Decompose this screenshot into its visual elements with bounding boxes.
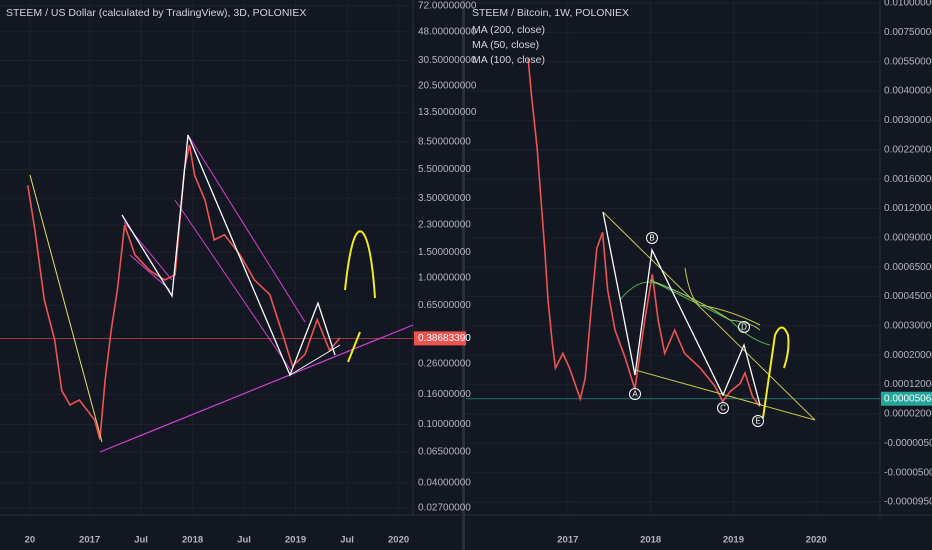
y-tick-label: 5.50000000 xyxy=(418,164,471,175)
price-label: 0.00005064 xyxy=(884,393,932,404)
y-tick-label: 1.00000000 xyxy=(418,273,471,284)
y-tick-label: 0.00400000 xyxy=(884,86,932,97)
chart-title: STEEM / US Dollar (calculated by Trading… xyxy=(6,7,306,19)
x-tick-label: Jul xyxy=(134,535,148,546)
y-tick-label: 48.00000000 xyxy=(418,26,477,37)
x-tick-label: 2019 xyxy=(723,535,744,546)
left-drawings xyxy=(29,134,414,453)
panel-divider xyxy=(462,0,465,550)
y-tick-label: 0.00065000 xyxy=(884,262,932,273)
y-tick-label: 0.00160000 xyxy=(884,174,932,185)
y-tick-label: 0.00020000 xyxy=(884,350,932,361)
y-tick-label: 0.06500000 xyxy=(418,447,471,458)
chart-title: STEEM / Bitcoin, 1W, POLONIEX xyxy=(472,7,629,19)
annotation: A xyxy=(632,390,638,399)
annotation: E xyxy=(755,417,760,426)
x-tick-label: Jul xyxy=(237,535,251,546)
x-tick-label: 2020 xyxy=(806,535,827,546)
y-tick-label: 30.50000000 xyxy=(418,55,477,66)
y-tick-label: 0.00750000 xyxy=(884,27,932,38)
y-tick-label: -0.00000500 xyxy=(884,438,932,449)
y-tick-label: 0.00090000 xyxy=(884,232,932,243)
y-tick-label: 0.01000000 xyxy=(884,0,932,9)
y-tick-label: -0.00005000 xyxy=(884,467,932,478)
x-tick-label: 2017 xyxy=(79,535,100,546)
price-label-box xyxy=(881,391,932,406)
y-tick-label: 3.50000000 xyxy=(418,193,471,204)
y-tick-label: 72.00000000 xyxy=(418,1,477,12)
x-tick-label: 20 xyxy=(25,535,36,546)
y-tick-label: 0.00300000 xyxy=(884,115,932,126)
right-drawings xyxy=(602,211,816,421)
x-tick-label: 2018 xyxy=(182,535,203,546)
y-tick-label: 0.00550000 xyxy=(884,56,932,67)
annotation: C xyxy=(720,404,726,413)
y-tick-label: 0.00220000 xyxy=(884,144,932,155)
y-tick-label: 20.50000000 xyxy=(418,80,477,91)
y-tick-label: 0.00002000 xyxy=(884,409,932,420)
x-tick-label: 2017 xyxy=(557,535,578,546)
y-tick-label: 0.10000000 xyxy=(418,419,471,430)
x-tick-label: 2019 xyxy=(285,535,306,546)
y-tick-label: 0.02700000 xyxy=(418,502,471,513)
y-tick-label: -0.00009500 xyxy=(884,497,932,508)
annotation: B xyxy=(649,234,654,243)
y-tick-label: 0.00030000 xyxy=(884,321,932,332)
price-line-series xyxy=(527,58,761,407)
x-tick-label: 2020 xyxy=(388,535,409,546)
y-tick-label: 2.30000000 xyxy=(418,220,471,231)
annotation-circle xyxy=(646,232,658,244)
y-tick-label: 0.16000000 xyxy=(418,389,471,400)
annotation-circle xyxy=(629,388,641,400)
annotation: D xyxy=(741,323,747,332)
price-label-box xyxy=(414,331,466,346)
y-tick-label: 0.65000000 xyxy=(418,300,471,311)
y-tick-label: 8.50000000 xyxy=(418,136,471,147)
price-label: 0.38683390 xyxy=(418,333,471,344)
y-tick-label: 0.26000000 xyxy=(418,358,471,369)
annotation-circle xyxy=(738,321,750,333)
y-tick-label: 0.00120000 xyxy=(884,203,932,214)
y-tick-label: 13.50000000 xyxy=(418,107,477,118)
legend-entry: MA (200, close) xyxy=(472,24,545,36)
legend-entry: MA (100, close) xyxy=(472,54,545,66)
x-tick-label: Jul xyxy=(340,535,354,546)
y-tick-label: 1.50000000 xyxy=(418,247,471,258)
y-tick-label: 0.00045000 xyxy=(884,291,932,302)
y-tick-label: 0.04000000 xyxy=(418,477,471,488)
legend-entry: MA (50, close) xyxy=(472,39,539,51)
y-tick-label: 0.00012000 xyxy=(884,379,932,390)
x-tick-label: 2018 xyxy=(640,535,661,546)
annotation-circle xyxy=(752,415,764,427)
annotation-circle xyxy=(717,402,729,414)
